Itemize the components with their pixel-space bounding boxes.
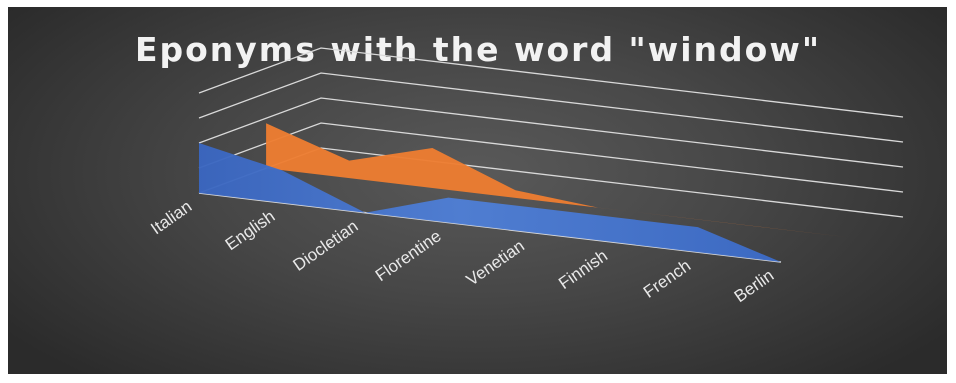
- category-label: Florentine: [372, 226, 445, 285]
- gridline: [198, 122, 904, 193]
- series-area-front: [199, 143, 781, 262]
- category-label: English: [222, 207, 279, 255]
- series-area-back: [266, 123, 849, 238]
- category-label: Diocletian: [290, 216, 362, 274]
- series-layer: [199, 123, 849, 262]
- category-label: Finnish: [555, 246, 611, 293]
- chart-title: Eponyms with the word "window": [134, 30, 822, 69]
- gridline: [198, 97, 904, 168]
- category-label: Berlin: [731, 266, 778, 306]
- category-label: Venetian: [463, 236, 528, 290]
- gridline: [198, 47, 904, 118]
- category-label: French: [640, 256, 694, 302]
- gridline: [198, 72, 904, 143]
- category-label: Italian: [147, 197, 195, 239]
